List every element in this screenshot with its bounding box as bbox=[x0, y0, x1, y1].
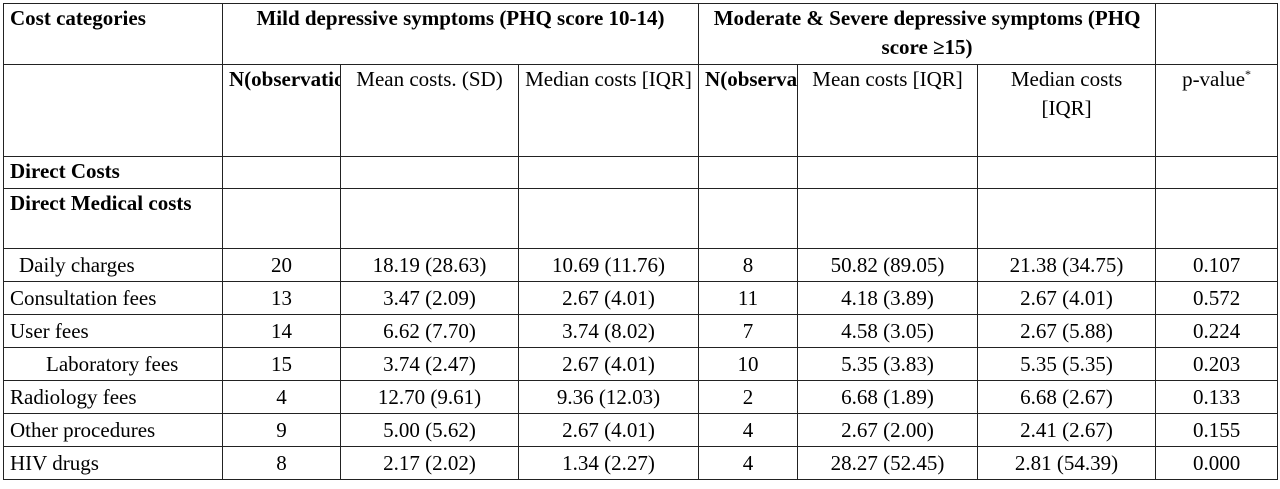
table-row: User fees 14 6.62 (7.70) 3.74 (8.02) 7 4.58 (… bbox=[3, 314, 1279, 348]
cell-n-severe: 4 bbox=[698, 413, 799, 447]
cell-n-mild: 4 bbox=[222, 380, 341, 414]
cell-category: Radiology fees bbox=[3, 380, 223, 414]
cell-n-severe: 8 bbox=[698, 248, 799, 282]
cell-n-mild: 8 bbox=[222, 446, 341, 480]
header-group-mild: Mild depressive symptoms (PHQ score 10-1… bbox=[221, 3, 700, 65]
data-rows: Daily charges 20 18.19 (28.63) 10.69 (11.76… bbox=[3, 248, 1279, 480]
cell-median-severe: 2.67 (5.88) bbox=[977, 314, 1157, 348]
header-row-columns: N(observation) Mean costs. (SD) Median c… bbox=[3, 64, 1279, 157]
header-group-severe: Moderate & Severe depressive symptoms (P… bbox=[698, 3, 1157, 65]
cell-p-value: 0.572 bbox=[1155, 281, 1279, 315]
cell-n-severe: 11 bbox=[698, 281, 799, 315]
cell-mean-mild: 3.74 (2.47) bbox=[340, 347, 519, 381]
cell-mean-severe: 6.68 (1.89) bbox=[797, 380, 979, 414]
cell-median-severe: 2.81 (54.39) bbox=[977, 446, 1157, 480]
cell-mean-mild: 5.00 (5.62) bbox=[340, 413, 519, 447]
section-row-direct-medical-costs: Direct Medical costs bbox=[3, 188, 1279, 249]
header-empty-category bbox=[3, 64, 223, 157]
cell-category: Other procedures bbox=[3, 413, 223, 447]
section-row-direct-costs: Direct Costs bbox=[3, 156, 1279, 189]
header-row-groups: Cost categories Mild depressive symptoms… bbox=[3, 3, 1279, 65]
cell-mean-mild: 3.47 (2.09) bbox=[340, 281, 519, 315]
table-row: Radiology fees 4 12.70 (9.61) 9.36 (12.03) 2… bbox=[3, 380, 1279, 414]
header-n-severe: N(observation) bbox=[698, 64, 799, 157]
header-cost-categories: Cost categories bbox=[3, 3, 223, 65]
cell-p-value: 0.155 bbox=[1155, 413, 1279, 447]
header-p-value: p-value* bbox=[1155, 64, 1279, 157]
cell-p-value: 0.107 bbox=[1155, 248, 1279, 282]
header-mean-severe: Mean costs [IQR] bbox=[797, 64, 979, 157]
cell-category: Consultation fees bbox=[3, 281, 223, 315]
cell-category: Laboratory fees bbox=[3, 347, 223, 381]
section-direct-medical-costs: Direct Medical costs bbox=[3, 188, 223, 249]
cell-median-mild: 10.69 (11.76) bbox=[517, 248, 700, 282]
cell-n-severe: 4 bbox=[698, 446, 799, 480]
header-empty bbox=[1155, 3, 1279, 65]
cell-category: Daily charges bbox=[3, 248, 223, 282]
cell-category: HIV drugs bbox=[3, 446, 223, 480]
cell-median-severe: 2.67 (4.01) bbox=[977, 281, 1157, 315]
header-median-severe: Median costs [IQR] bbox=[977, 64, 1157, 157]
cell-category: User fees bbox=[3, 314, 223, 348]
cell-n-mild: 15 bbox=[222, 347, 341, 381]
cell-median-severe: 21.38 (34.75) bbox=[977, 248, 1157, 282]
table-row: Other procedures 9 5.00 (5.62) 2.67 (4.01) 4… bbox=[3, 413, 1279, 447]
table-row: HIV drugs 8 2.17 (2.02) 1.34 (2.27) 4 28.27 (… bbox=[3, 446, 1279, 480]
cell-n-severe: 2 bbox=[698, 380, 799, 414]
cell-mean-mild: 18.19 (28.63) bbox=[340, 248, 519, 282]
cell-median-mild: 2.67 (4.01) bbox=[517, 413, 700, 447]
cell-mean-severe: 50.82 (89.05) bbox=[797, 248, 979, 282]
cell-median-mild: 9.36 (12.03) bbox=[517, 380, 700, 414]
cell-p-value: 0.224 bbox=[1155, 314, 1279, 348]
cell-mean-severe: 2.67 (2.00) bbox=[797, 413, 979, 447]
cell-median-mild: 3.74 (8.02) bbox=[517, 314, 700, 348]
cell-median-mild: 2.67 (4.01) bbox=[517, 347, 700, 381]
cell-p-value: 0.203 bbox=[1155, 347, 1279, 381]
cell-n-severe: 7 bbox=[698, 314, 799, 348]
cell-mean-severe: 4.58 (3.05) bbox=[797, 314, 979, 348]
cell-n-mild: 13 bbox=[222, 281, 341, 315]
cell-p-value: 0.000 bbox=[1155, 446, 1279, 480]
cell-median-severe: 2.41 (2.67) bbox=[977, 413, 1157, 447]
cell-median-severe: 6.68 (2.67) bbox=[977, 380, 1157, 414]
cell-mean-severe: 28.27 (52.45) bbox=[797, 446, 979, 480]
cell-n-mild: 9 bbox=[222, 413, 341, 447]
cell-median-mild: 2.67 (4.01) bbox=[517, 281, 700, 315]
cell-mean-mild: 2.17 (2.02) bbox=[340, 446, 519, 480]
cell-mean-severe: 4.18 (3.89) bbox=[797, 281, 979, 315]
table-row: Daily charges 20 18.19 (28.63) 10.69 (11.76… bbox=[3, 248, 1279, 282]
section-direct-costs: Direct Costs bbox=[3, 156, 223, 189]
header-n-mild: N(observation) bbox=[222, 64, 341, 157]
cell-mean-mild: 12.70 (9.61) bbox=[340, 380, 519, 414]
cell-n-mild: 14 bbox=[222, 314, 341, 348]
table-row: Consultation fees 13 3.47 (2.09) 2.67 (4.01… bbox=[3, 281, 1279, 315]
cell-n-severe: 10 bbox=[698, 347, 799, 381]
cell-mean-mild: 6.62 (7.70) bbox=[340, 314, 519, 348]
cost-table: Cost categories Mild depressive symptoms… bbox=[3, 3, 1279, 480]
header-median-mild: Median costs [IQR] bbox=[517, 64, 700, 157]
header-p-value-label: p-value bbox=[1182, 67, 1246, 91]
cell-p-value: 0.133 bbox=[1155, 380, 1279, 414]
header-p-value-footnote-mark: * bbox=[1245, 67, 1252, 81]
cell-n-mild: 20 bbox=[222, 248, 341, 282]
cell-median-severe: 5.35 (5.35) bbox=[977, 347, 1157, 381]
cell-mean-severe: 5.35 (3.83) bbox=[797, 347, 979, 381]
table-row: Laboratory fees 15 3.74 (2.47) 2.67 (4.01) 1… bbox=[3, 347, 1279, 381]
header-mean-mild: Mean costs. (SD) bbox=[340, 64, 519, 157]
cell-median-mild: 1.34 (2.27) bbox=[517, 446, 700, 480]
